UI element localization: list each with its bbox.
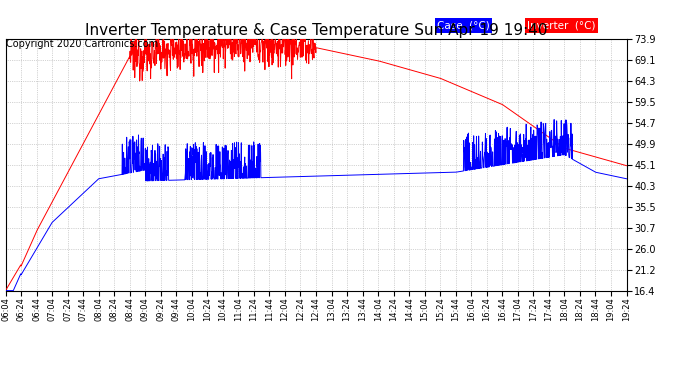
Text: Copyright 2020 Cartronics.com: Copyright 2020 Cartronics.com xyxy=(6,39,157,50)
Title: Inverter Temperature & Case Temperature Sun Apr 19 19:40: Inverter Temperature & Case Temperature … xyxy=(85,23,547,38)
Text: Inverter  (°C): Inverter (°C) xyxy=(527,21,595,30)
Text: Case  (°C): Case (°C) xyxy=(437,21,490,30)
